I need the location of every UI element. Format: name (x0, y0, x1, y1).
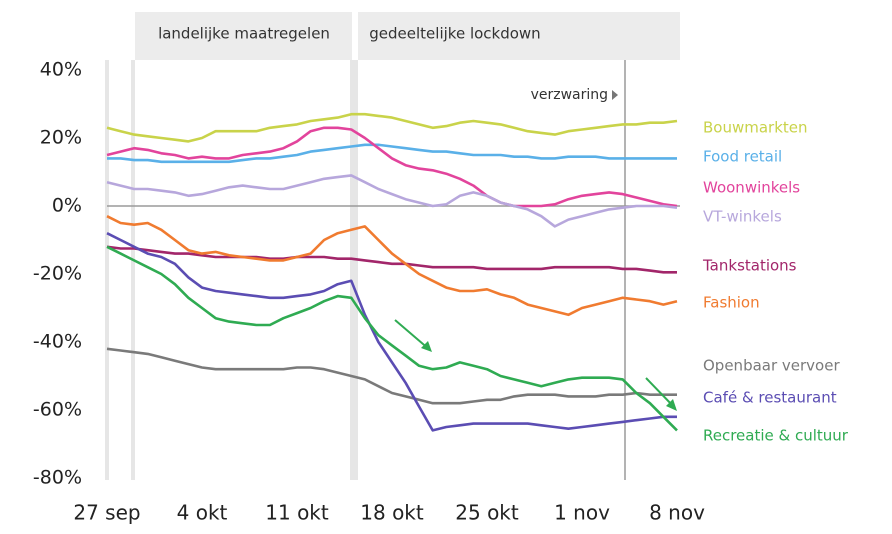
legend-label: Bouwmarkten (703, 119, 808, 137)
legend-label: VT-winkels (703, 208, 782, 226)
phase-band (135, 12, 352, 60)
y-tick-label: -80% (33, 467, 82, 489)
series-line (106, 245, 678, 432)
legend-label: Recreatie & cultuur (703, 427, 849, 445)
series-line (106, 347, 677, 405)
phase-label: gedeeltelijke lockdown (369, 25, 540, 43)
legend-label: Fashion (703, 294, 760, 312)
phase-band (358, 12, 680, 60)
y-tick-label: 0% (52, 195, 82, 217)
x-tick-label: 1 nov (554, 501, 610, 525)
trend-arrow-head (666, 399, 677, 411)
annotation-arrow (612, 90, 618, 100)
legend-label: Woonwinkels (703, 179, 800, 197)
x-tick-label: 8 nov (649, 501, 705, 525)
x-tick-label: 18 okt (360, 501, 424, 525)
x-tick-label: 11 okt (265, 501, 329, 525)
y-tick-label: 40% (40, 59, 82, 81)
series-line (106, 215, 678, 317)
band-edge (131, 60, 135, 480)
y-tick-label: -40% (33, 331, 82, 353)
legend-label: Café & restaurant (703, 389, 837, 407)
band-edge (350, 60, 358, 480)
series-line (106, 112, 678, 143)
trend-arrow-head (421, 341, 432, 352)
y-tick-label: -60% (33, 399, 82, 421)
legend-label: Openbaar vervoer (703, 357, 840, 375)
x-tick-label: 25 okt (455, 501, 519, 525)
annotation: verzwaring (531, 87, 608, 103)
series-line (106, 174, 678, 228)
band-edge (105, 60, 109, 480)
series-line (106, 245, 677, 274)
series-line (107, 143, 677, 164)
legend-label: Food retail (703, 148, 782, 166)
series-line (106, 126, 678, 208)
phase-label: landelijke maatregelen (158, 25, 330, 43)
x-tick-label: 4 okt (177, 501, 228, 525)
plot (106, 112, 680, 432)
y-tick-label: 20% (40, 127, 82, 149)
x-tick-label: 27 sep (73, 501, 140, 525)
legend-label: Tankstations (702, 257, 797, 275)
y-tick-label: -20% (33, 263, 82, 285)
series-line (106, 232, 677, 432)
